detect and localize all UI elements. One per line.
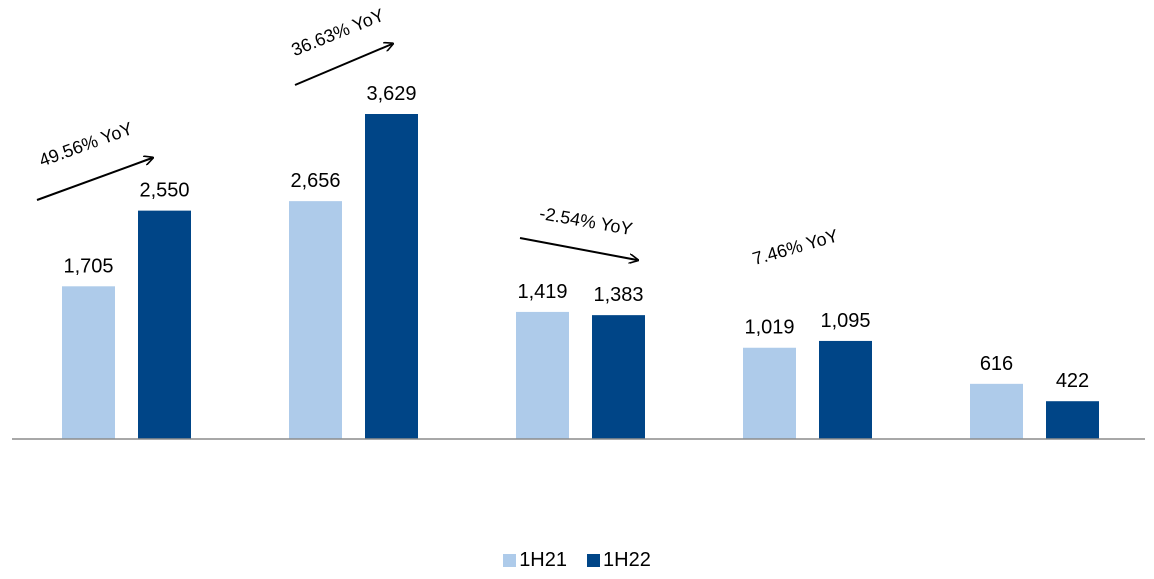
legend-label-1h21: 1H21 (519, 548, 567, 571)
value-labels-layer: 1,705 2,656 1,419 1,019 616 2,550 3,629 1,383 1,… (63, 83, 1089, 392)
bar-1h21-3 (516, 311, 569, 439)
bar-1h22-2 (365, 114, 418, 439)
value-label-1h21-3: 1,419 (517, 281, 567, 303)
value-label-1h22-5: 422 (1056, 370, 1089, 392)
yoy-annotation-1: 49.56% YoY (36, 118, 135, 170)
bar-1h21-5 (970, 383, 1023, 439)
yoy-arrow-1 (36, 158, 152, 201)
legend-swatch-1h21 (503, 553, 517, 567)
bar-1h22-3 (592, 315, 645, 439)
value-label-1h21-2: 2,656 (290, 170, 340, 192)
legend-swatch-1h22 (587, 553, 600, 567)
value-label-1h22-1: 2,550 (139, 180, 189, 202)
bar-1h21-2 (289, 201, 342, 439)
value-label-1h21-5: 616 (980, 353, 1013, 375)
yoy-annotation-3: -2.54% YoY (538, 203, 634, 239)
legend-item-1h21: 1H21 (503, 549, 567, 572)
bar-1h21-4 (743, 347, 796, 439)
value-label-1h22-3: 1,383 (593, 284, 643, 306)
bar-1h22-1 (138, 210, 191, 439)
yoy-arrow-3 (519, 237, 637, 260)
legend: 1H21 1H22 (0, 548, 1154, 572)
value-label-1h22-2: 3,629 (366, 83, 416, 105)
bar-1h22-4 (819, 340, 872, 439)
value-label-1h21-1: 1,705 (63, 255, 113, 277)
value-label-1h22-4: 1,095 (820, 310, 870, 332)
bars-layer (62, 114, 1099, 439)
legend-label-1h22: 1H22 (603, 548, 651, 571)
yoy-arrow-2 (294, 44, 392, 86)
yoy-annotation-4: 7.46% YoY (750, 225, 840, 269)
value-label-1h21-4: 1,019 (744, 317, 794, 339)
bar-1h21-1 (62, 286, 115, 439)
legend-item-1h22: 1H22 (587, 549, 651, 572)
bar-1h22-5 (1046, 401, 1099, 439)
